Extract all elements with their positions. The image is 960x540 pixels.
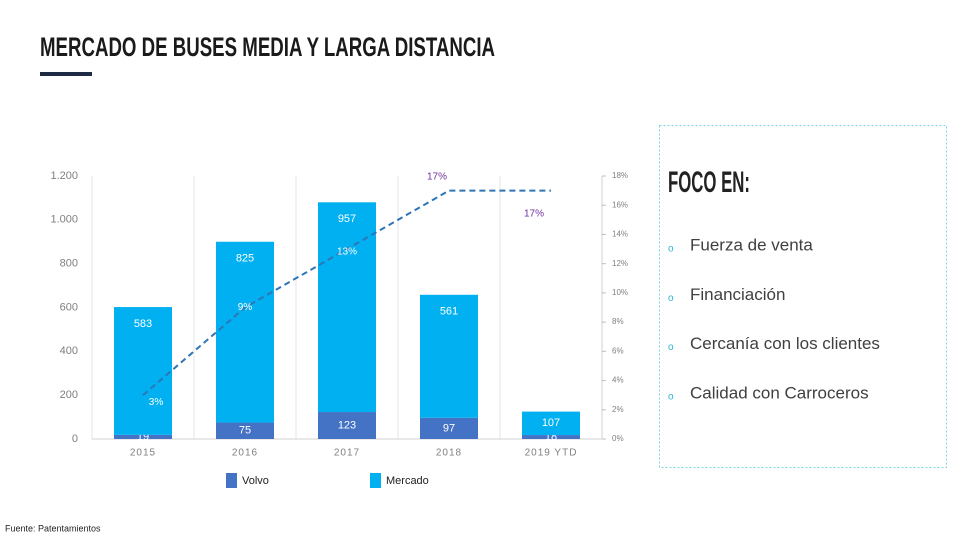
y2-tick-label: 12% <box>612 259 628 268</box>
y-tick-label: 1.000 <box>50 214 78 226</box>
bar-segment <box>216 241 274 423</box>
bar-segment <box>522 411 580 436</box>
line-label: 13% <box>337 247 357 258</box>
bar-segment <box>318 202 376 413</box>
y2-tick-label: 10% <box>612 288 628 297</box>
panel-item: Fuerza de venta <box>690 235 813 254</box>
y-tick-label: 1.200 <box>50 170 78 182</box>
line-label: 9% <box>238 302 253 313</box>
line-label: 17% <box>427 171 447 182</box>
x-tick-label: 2016 <box>232 448 258 459</box>
panel-item: Calidad con Carroceros <box>690 383 869 402</box>
y2-tick-label: 2% <box>612 405 624 414</box>
y2-tick-label: 8% <box>612 317 624 326</box>
legend-label: Volvo <box>242 475 269 487</box>
y-tick-label: 200 <box>60 389 78 401</box>
data-label: 123 <box>338 419 356 431</box>
bar-segment <box>420 294 478 418</box>
bar-segment <box>114 307 172 435</box>
data-label: 75 <box>239 425 251 437</box>
y2-tick-label: 6% <box>612 346 624 355</box>
bar-segment <box>216 422 274 439</box>
focus-panel <box>659 125 947 468</box>
y2-tick-label: 0% <box>612 434 624 443</box>
bullet: o <box>668 392 674 403</box>
data-label: 107 <box>542 417 560 429</box>
y-tick-label: 400 <box>60 345 78 357</box>
legend-swatch <box>370 473 381 488</box>
x-tick-label: 2015 <box>130 448 156 459</box>
bar-segment <box>420 417 478 439</box>
line-label: 3% <box>149 397 164 408</box>
bar-segment <box>522 435 580 439</box>
y-tick-label: 0 <box>72 433 78 445</box>
legend-swatch <box>226 473 237 488</box>
x-tick-label: 2017 <box>334 448 360 459</box>
slide-title: MERCADO DE BUSES MEDIA Y LARGA DISTANCIA <box>40 32 495 62</box>
bar-segment <box>114 434 172 439</box>
source: Fuente: Patentamientos <box>5 523 101 533</box>
title-underline <box>40 72 92 76</box>
y2-tick-label: 16% <box>612 200 628 209</box>
legend-label: Mercado <box>386 475 429 487</box>
y2-tick-label: 4% <box>612 376 624 385</box>
panel-title: FOCO EN: <box>668 166 750 199</box>
y2-tick-label: 18% <box>612 171 628 180</box>
data-label: 825 <box>236 253 254 265</box>
y-tick-label: 800 <box>60 258 78 270</box>
panel-item: Cercanía con los clientes <box>690 334 880 353</box>
panel-item: Financiación <box>690 285 785 304</box>
line-label: 17% <box>524 208 544 219</box>
bar-segment <box>318 412 376 439</box>
x-tick-label: 2019 YTD <box>525 448 578 459</box>
y-tick-label: 600 <box>60 301 78 313</box>
data-label: 97 <box>443 422 455 434</box>
data-label: 561 <box>440 306 458 318</box>
bullet: o <box>668 244 674 255</box>
bullet: o <box>668 342 674 353</box>
share-line <box>142 189 551 396</box>
x-tick-label: 2018 <box>436 448 462 459</box>
bullet: o <box>668 293 674 304</box>
data-label: 583 <box>134 318 152 330</box>
data-label: 957 <box>338 213 356 225</box>
y2-tick-label: 14% <box>612 230 628 239</box>
